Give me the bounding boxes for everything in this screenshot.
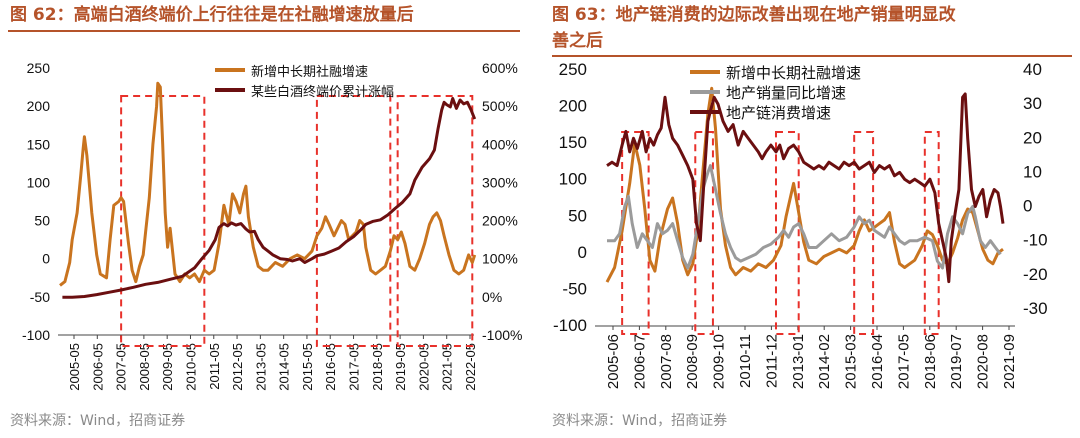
legend-label: 地产销量同比增速 bbox=[726, 84, 846, 102]
x-tick-label: 2005-06 bbox=[605, 334, 622, 389]
highlight-box bbox=[853, 131, 875, 335]
x-tick-label: 2009-05 bbox=[160, 343, 175, 391]
x-tick-label: 2009-10 bbox=[711, 334, 728, 389]
x-tick-label: 2020-08 bbox=[975, 334, 992, 389]
left-y-tick-label: -50 bbox=[30, 289, 50, 305]
x-tick-label: 2013-05 bbox=[253, 343, 268, 391]
left-y-tick-label: 200 bbox=[27, 98, 51, 114]
x-tick-label: 2022-05 bbox=[463, 343, 478, 391]
legend-label: 新增中长期社融增速 bbox=[726, 64, 861, 82]
highlight-box bbox=[120, 95, 206, 347]
left-y-tick-label: -100 bbox=[22, 327, 50, 343]
x-tick-label: 2008-09 bbox=[684, 334, 701, 389]
right-y-tick-label: 400% bbox=[482, 136, 518, 152]
left-y-tick-label: 50 bbox=[34, 213, 50, 229]
x-tick-label: 2018-06 bbox=[922, 334, 939, 389]
right-y-tick-label: 40 bbox=[1023, 60, 1042, 79]
x-tick-label: 2015-05 bbox=[300, 343, 315, 391]
right-figure-source: 资料来源：Wind，招商证券 bbox=[552, 413, 728, 429]
left-chart: 250 200 150 100 50 0 -50 -100 600% 500% 400% 300% 20… bbox=[22, 60, 523, 391]
right-y-tick-label: -100% bbox=[482, 327, 522, 343]
right-chart: 250200150100500-50-100403020100-10-20-30… bbox=[553, 60, 1048, 389]
left-figure-title: 图 62：高端白酒终端价上行往往是在社融增速放量后 bbox=[10, 5, 414, 25]
x-tick-label: 2006-07 bbox=[631, 334, 648, 389]
highlight-box bbox=[396, 95, 474, 347]
series-line bbox=[607, 164, 1002, 270]
x-tick-label: 2005-05 bbox=[67, 343, 82, 391]
right-y-tick-label: 600% bbox=[482, 60, 518, 76]
right-y-tick-label: 100% bbox=[482, 251, 518, 267]
left-y-tick-label: -100 bbox=[553, 316, 587, 335]
left-y-tick-label: 100 bbox=[559, 170, 587, 189]
x-tick-label: 2008-05 bbox=[137, 343, 152, 391]
x-tick-label: 2011-05 bbox=[207, 343, 222, 390]
left-title-rule bbox=[8, 30, 520, 32]
left-y-tick-label: 200 bbox=[559, 97, 587, 116]
right-y-tick-label: -30 bbox=[1023, 299, 1048, 318]
x-tick-label: 2014-05 bbox=[277, 343, 292, 391]
right-y-tick-label: -20 bbox=[1023, 265, 1048, 284]
left-figure-source: 资料来源：Wind，招商证券 bbox=[10, 413, 186, 429]
legend-label: 某些白酒终端价累计涨幅 bbox=[251, 84, 394, 100]
left-y-tick-label: 250 bbox=[559, 60, 587, 79]
left-y-tick-label: 100 bbox=[27, 174, 51, 190]
x-tick-label: 2007-05 bbox=[114, 343, 129, 391]
x-tick-label: 2021-09 bbox=[1001, 334, 1018, 389]
x-tick-label: 2012-05 bbox=[230, 343, 245, 391]
right-figure-title-line2: 善之后 bbox=[552, 31, 603, 51]
right-y-tick-label: 200% bbox=[482, 213, 518, 229]
x-tick-label: 2014-02 bbox=[816, 334, 833, 389]
right-y-tick-label: 30 bbox=[1023, 94, 1042, 113]
x-tick-label: 2015-03 bbox=[843, 334, 860, 389]
legend-label: 地产链消费增速 bbox=[726, 104, 831, 122]
left-y-tick-label: -50 bbox=[562, 279, 587, 298]
x-tick-label: 2006-05 bbox=[90, 343, 105, 391]
x-tick-label: 2017-05 bbox=[895, 334, 912, 389]
right-y-tick-label: 0 bbox=[1023, 197, 1032, 216]
x-tick-label: 2010-05 bbox=[183, 343, 198, 391]
x-tick-label: 2021-05 bbox=[440, 343, 455, 391]
series-line bbox=[62, 97, 477, 299]
x-tick-label: 2019-05 bbox=[393, 343, 408, 391]
x-tick-label: 2010-11 bbox=[737, 334, 754, 388]
right-y-tick-label: 0% bbox=[482, 289, 502, 305]
right-title-rule bbox=[552, 55, 1072, 57]
x-tick-label: 2018-05 bbox=[370, 343, 385, 391]
x-tick-label: 2013-01 bbox=[790, 334, 807, 389]
left-y-tick-label: 250 bbox=[27, 60, 51, 76]
x-tick-label: 2007-08 bbox=[658, 334, 675, 389]
left-y-tick-label: 0 bbox=[578, 243, 587, 262]
x-tick-label: 2016-05 bbox=[323, 343, 338, 391]
right-y-tick-label: 300% bbox=[482, 174, 518, 190]
right-figure-title-line1: 图 63：地产链消费的边际改善出现在地产销量明显改 bbox=[552, 5, 956, 25]
series-line bbox=[59, 81, 477, 287]
highlight-box bbox=[774, 131, 800, 335]
series-line bbox=[606, 92, 1005, 284]
x-tick-label: 2020-05 bbox=[416, 343, 431, 391]
x-tick-label: 2016-04 bbox=[869, 334, 886, 389]
highlight-box bbox=[621, 131, 650, 335]
left-y-tick-label: 150 bbox=[559, 133, 587, 152]
legend-label: 新增中长期社融增速 bbox=[251, 64, 368, 80]
left-y-tick-label: 0 bbox=[42, 251, 50, 267]
left-y-tick-label: 150 bbox=[27, 136, 51, 152]
right-y-tick-label: 20 bbox=[1023, 128, 1042, 147]
right-y-tick-label: 10 bbox=[1023, 162, 1042, 181]
x-tick-label: 2011-12 bbox=[763, 334, 780, 388]
highlight-box bbox=[923, 131, 940, 335]
right-y-tick-label: 500% bbox=[482, 98, 518, 114]
right-y-tick-label: -10 bbox=[1023, 231, 1048, 250]
left-y-tick-label: 50 bbox=[568, 206, 587, 225]
x-tick-label: 2019-07 bbox=[948, 334, 965, 389]
x-tick-label: 2017-05 bbox=[347, 343, 362, 391]
highlight-box bbox=[315, 95, 392, 347]
